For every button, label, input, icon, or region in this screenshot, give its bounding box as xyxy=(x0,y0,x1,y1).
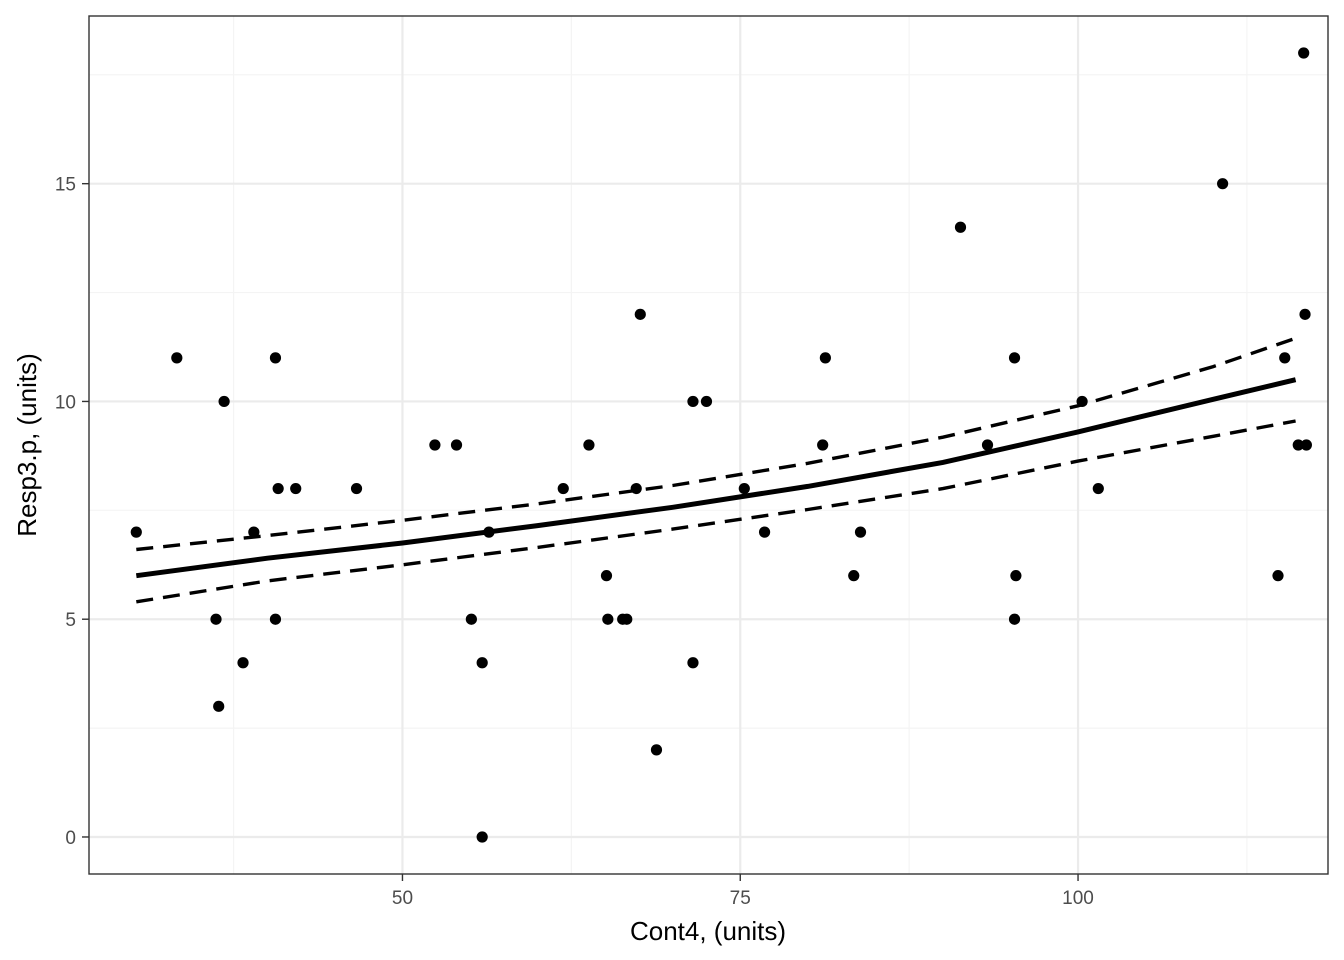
data-point xyxy=(583,439,595,451)
x-tick-label: 50 xyxy=(392,888,413,909)
y-axis: 0 5 10 15 xyxy=(55,175,89,849)
data-point xyxy=(350,482,363,495)
data-point xyxy=(248,526,260,538)
y-tick-label: 15 xyxy=(55,175,76,196)
data-point xyxy=(687,657,699,669)
lower-line xyxy=(136,419,1296,604)
data-point xyxy=(1298,47,1310,59)
data-point xyxy=(1010,570,1022,582)
data-point xyxy=(269,352,282,364)
x-tick-label: 100 xyxy=(1062,888,1094,909)
data-point xyxy=(687,395,699,408)
data-point xyxy=(650,744,663,756)
x-tick-label: 75 xyxy=(730,888,751,909)
data-point xyxy=(954,221,967,233)
panel-border xyxy=(88,15,1329,875)
fit-lines xyxy=(135,336,1297,604)
data-point xyxy=(1076,395,1088,408)
data-point xyxy=(557,482,569,495)
upper-line xyxy=(136,336,1297,552)
data-point xyxy=(1092,482,1104,495)
data-point xyxy=(476,657,488,669)
data-point xyxy=(738,482,750,495)
data-point xyxy=(429,439,441,451)
y-tick-label: 0 xyxy=(65,828,76,849)
data-point xyxy=(817,439,829,451)
data-point xyxy=(1217,178,1229,190)
data-point xyxy=(450,439,463,451)
data-point xyxy=(819,352,831,364)
data-point xyxy=(981,439,994,451)
data-point xyxy=(290,482,302,495)
data-point xyxy=(171,352,183,364)
y-tick-label: 5 xyxy=(65,610,76,631)
data-point xyxy=(213,700,225,712)
data-point xyxy=(218,395,230,408)
y-axis-title: Resp3.p, (units) xyxy=(12,353,42,537)
minor-gridlines xyxy=(89,16,1328,874)
data-point xyxy=(1279,352,1291,364)
data-point xyxy=(1008,352,1021,364)
data-point xyxy=(476,831,488,843)
data-point xyxy=(1008,613,1021,625)
data-point xyxy=(621,613,633,625)
data-point xyxy=(1300,439,1312,451)
x-axis: 50 75 100 xyxy=(392,874,1094,909)
data-point xyxy=(272,482,284,495)
data-point xyxy=(269,613,282,625)
data-point xyxy=(600,570,613,582)
data-point xyxy=(700,395,713,408)
x-axis-title: Cont4, (units) xyxy=(630,916,786,946)
data-point xyxy=(465,613,477,625)
data-point xyxy=(854,526,867,538)
data-point xyxy=(483,526,495,538)
data-point xyxy=(634,308,646,320)
data-point xyxy=(1299,308,1311,320)
y-tick-label: 10 xyxy=(55,392,76,413)
data-point xyxy=(210,613,222,625)
data-point xyxy=(130,526,142,538)
data-point xyxy=(758,526,771,538)
data-point xyxy=(1272,570,1284,582)
data-point xyxy=(848,570,860,582)
data-point xyxy=(630,482,642,495)
scatter-points xyxy=(130,47,1312,843)
fit-line xyxy=(135,377,1297,579)
data-point xyxy=(237,657,249,669)
data-point xyxy=(602,613,614,625)
data-point xyxy=(1292,439,1304,451)
